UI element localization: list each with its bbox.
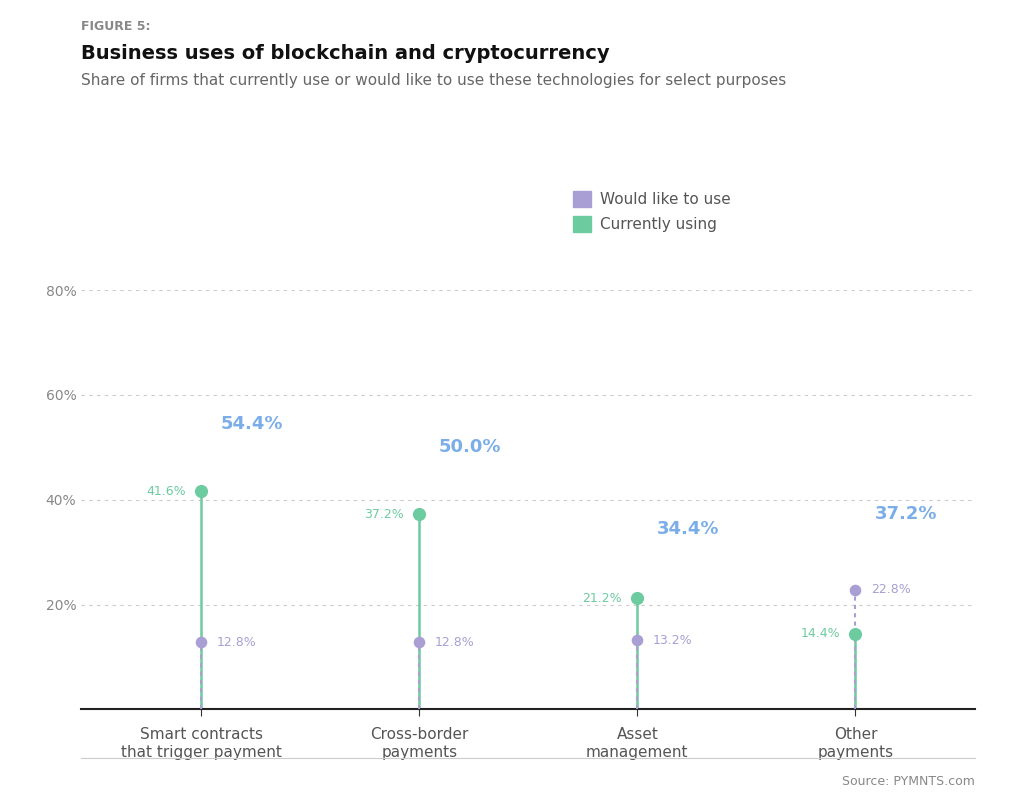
Text: FIGURE 5:: FIGURE 5:	[81, 20, 150, 33]
Text: 50.0%: 50.0%	[439, 438, 502, 456]
Text: 12.8%: 12.8%	[216, 636, 256, 649]
Text: 34.4%: 34.4%	[657, 520, 719, 538]
Point	[629, 592, 645, 604]
Point	[193, 636, 209, 649]
Point	[411, 508, 428, 521]
Point	[629, 634, 645, 646]
Text: Business uses of blockchain and cryptocurrency: Business uses of blockchain and cryptocu…	[81, 44, 610, 64]
Text: 37.2%: 37.2%	[365, 508, 404, 521]
Text: 14.4%: 14.4%	[801, 627, 840, 640]
Point	[847, 584, 864, 596]
Point	[847, 627, 864, 640]
Text: 12.8%: 12.8%	[435, 636, 474, 649]
Text: 41.6%: 41.6%	[146, 485, 186, 498]
Legend: Would like to use, Currently using: Would like to use, Currently using	[567, 185, 737, 239]
Text: 22.8%: 22.8%	[871, 584, 910, 596]
Point	[411, 636, 428, 649]
Point	[193, 485, 209, 498]
Text: 37.2%: 37.2%	[875, 505, 938, 523]
Text: 21.2%: 21.2%	[582, 592, 622, 604]
Text: 54.4%: 54.4%	[220, 415, 283, 434]
Text: Share of firms that currently use or would like to use these technologies for se: Share of firms that currently use or wou…	[81, 73, 786, 88]
Text: Source: PYMNTS.com: Source: PYMNTS.com	[842, 775, 975, 788]
Text: 13.2%: 13.2%	[652, 634, 692, 646]
